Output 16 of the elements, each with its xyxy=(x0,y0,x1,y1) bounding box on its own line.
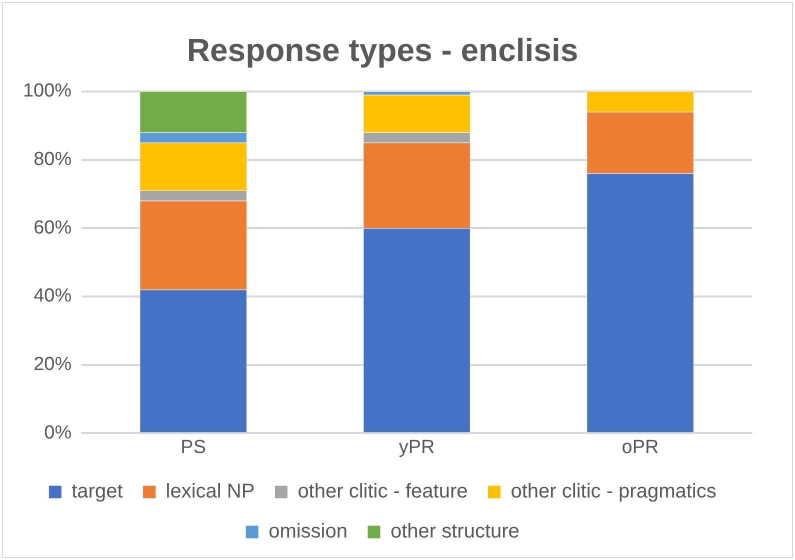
y-tick-label: 80% xyxy=(34,148,72,170)
y-tick-label: 0% xyxy=(44,422,72,444)
legend-label: other clitic - pragmatics xyxy=(510,480,716,503)
x-tick-label: yPR xyxy=(398,436,435,458)
x-tick-label: oPR xyxy=(622,436,659,458)
x-tick-label: PS xyxy=(180,436,206,458)
legend-label: other clitic - feature xyxy=(298,480,468,503)
y-tick-label: 40% xyxy=(34,286,72,307)
chart-title: Response types - enclisis xyxy=(186,32,578,68)
y-tick-label: 20% xyxy=(34,354,72,376)
legend-label: target xyxy=(72,480,124,503)
legend-label: omission xyxy=(268,520,348,543)
legend-label: lexical NP xyxy=(166,480,255,503)
legend-label: other structure xyxy=(390,520,520,543)
y-tick-label: 60% xyxy=(34,217,72,238)
y-tick-label: 100% xyxy=(22,80,72,102)
